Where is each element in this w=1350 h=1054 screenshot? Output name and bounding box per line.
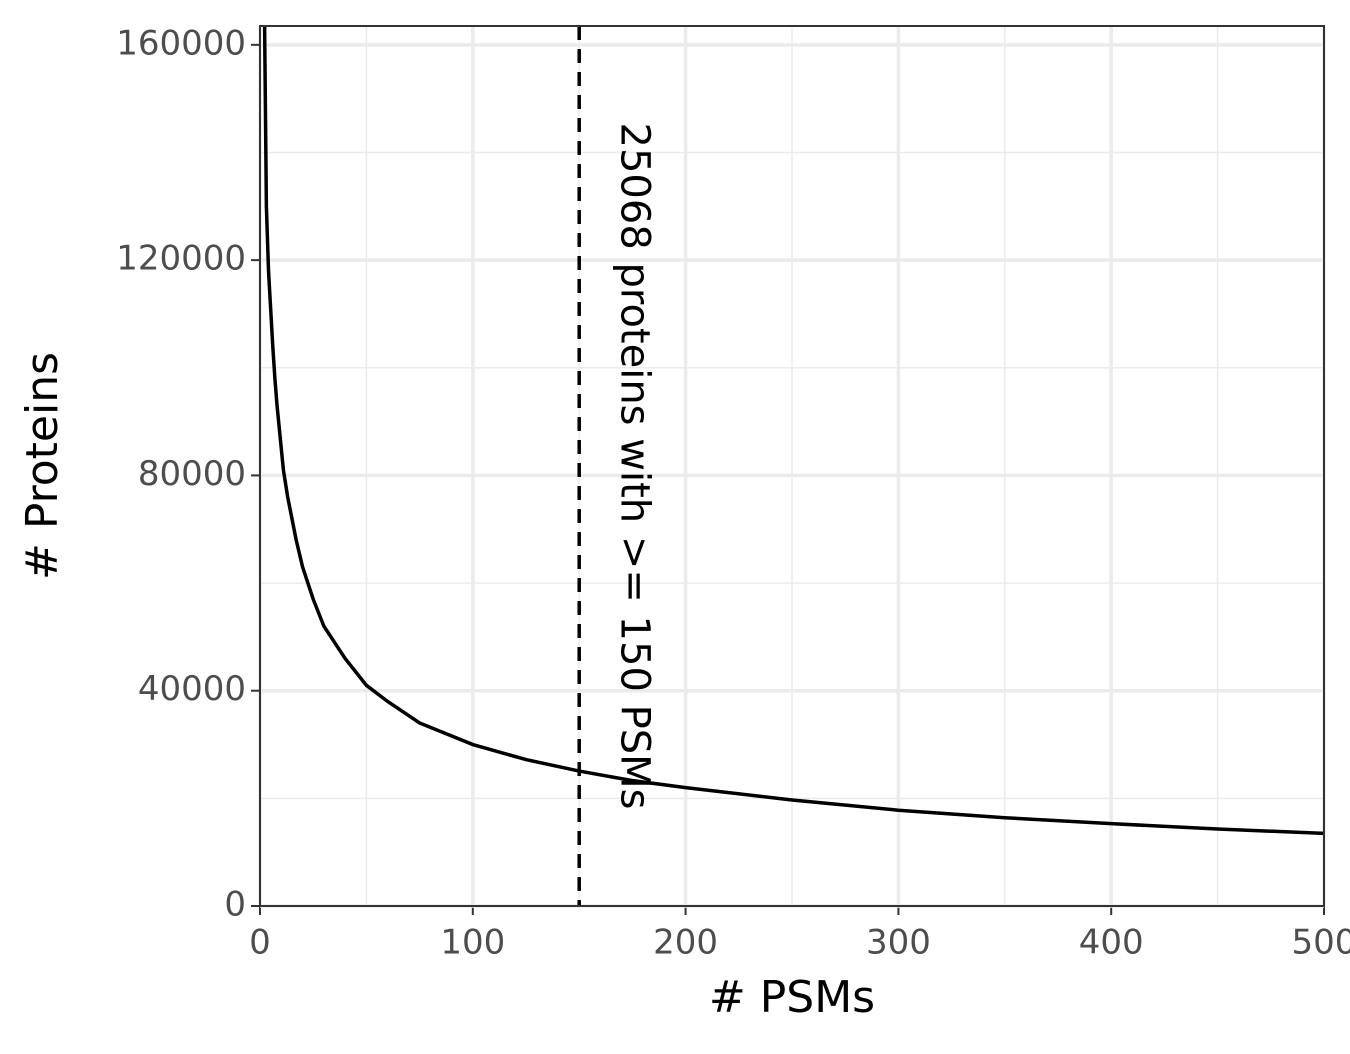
- x-tick-label: 100: [440, 923, 505, 963]
- x-tick-label: 400: [1079, 923, 1144, 963]
- y-axis-title: # Proteins: [17, 352, 68, 580]
- y-tick-label: 160000: [116, 23, 246, 63]
- y-tick-label: 120000: [116, 239, 246, 279]
- plot-area: [262, 26, 1324, 836]
- x-tick-label: 500: [1292, 923, 1350, 963]
- x-tick-label: 300: [866, 923, 931, 963]
- y-tick-label: 80000: [138, 454, 246, 494]
- x-axis-title: # PSMs: [709, 972, 875, 1023]
- data-line: [262, 26, 1324, 836]
- x-tick-label: 200: [653, 923, 718, 963]
- y-tick-label: 40000: [138, 669, 246, 709]
- panel-border: [259, 25, 1325, 907]
- y-tick-label: 0: [224, 885, 246, 925]
- annotation: 25068 proteins with >= 150 PSMs: [611, 123, 657, 810]
- x-tick-label: 0: [249, 923, 271, 963]
